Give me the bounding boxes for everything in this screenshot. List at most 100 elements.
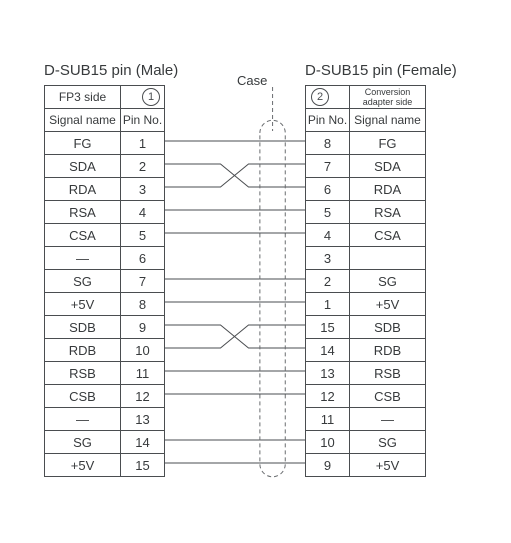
signal-name-cell: RDA [350, 178, 426, 201]
pin-number-cell: 13 [121, 408, 165, 431]
pin-number-cell: 4 [121, 201, 165, 224]
signal-name-cell: SDB [350, 316, 426, 339]
signal-name-cell: RDB [350, 339, 426, 362]
table-row: 2SG [306, 270, 426, 293]
table-row: RSB11 [45, 362, 165, 385]
signal-name-cell: SG [45, 270, 121, 293]
table-row: SDA2 [45, 155, 165, 178]
signal-name-cell: RDA [45, 178, 121, 201]
pin-number-cell: 9 [306, 454, 350, 477]
signal-name-cell [350, 247, 426, 270]
pin-number-cell: 7 [306, 155, 350, 178]
pin-number-cell: 1 [121, 132, 165, 155]
signal-name-cell: CSB [350, 385, 426, 408]
table-row: 15SDB [306, 316, 426, 339]
signal-name-cell: CSB [45, 385, 121, 408]
signal-name-cell: CSA [45, 224, 121, 247]
table-row: 5RSA [306, 201, 426, 224]
table-row: CSA5 [45, 224, 165, 247]
left-connector-table: FP3 sideSignal namePin No.FG1SDA2RDA3RSA… [44, 85, 165, 477]
pin-number-cell: 11 [121, 362, 165, 385]
pin-number-cell: 13 [306, 362, 350, 385]
pin-number-cell: 4 [306, 224, 350, 247]
table-row: SDB9 [45, 316, 165, 339]
signal-name-cell: SDB [45, 316, 121, 339]
table-row: —13 [45, 408, 165, 431]
table-row: 8FG [306, 132, 426, 155]
table-row: 4CSA [306, 224, 426, 247]
pin-number-cell: 5 [306, 201, 350, 224]
pin-number-cell: 3 [121, 178, 165, 201]
pinout-diagram: D-SUB15 pin (Male) D-SUB15 pin (Female) … [0, 0, 511, 511]
right-col-signal: Signal name [350, 109, 426, 132]
pin-number-cell: 2 [121, 155, 165, 178]
case-label: Case [237, 73, 267, 88]
pin-number-cell: 3 [306, 247, 350, 270]
signal-name-cell: +5V [350, 454, 426, 477]
signal-name-cell: SDA [350, 155, 426, 178]
table-row: FG1 [45, 132, 165, 155]
pin-number-cell: 14 [121, 431, 165, 454]
table-row: 9+5V [306, 454, 426, 477]
pin-number-cell: 8 [306, 132, 350, 155]
pin-number-cell: 11 [306, 408, 350, 431]
pin-number-cell: 8 [121, 293, 165, 316]
signal-name-cell: +5V [350, 293, 426, 316]
right-connector-table: Conversionadapter sidePin No.Signal name… [305, 85, 426, 477]
table-row: —6 [45, 247, 165, 270]
table-row: 14RDB [306, 339, 426, 362]
signal-name-cell: FG [45, 132, 121, 155]
title-right: D-SUB15 pin (Female) [305, 62, 457, 79]
pin-number-cell: 12 [306, 385, 350, 408]
signal-name-cell: FG [350, 132, 426, 155]
title-left: D-SUB15 pin (Male) [44, 62, 178, 79]
pin-number-cell: 1 [306, 293, 350, 316]
signal-name-cell: SG [350, 270, 426, 293]
pin-number-cell: 10 [306, 431, 350, 454]
right-top-header: Conversionadapter side [350, 86, 426, 109]
table-row: +5V8 [45, 293, 165, 316]
signal-name-cell: RSB [350, 362, 426, 385]
table-row: 1+5V [306, 293, 426, 316]
pin-number-cell: 5 [121, 224, 165, 247]
table-row: RDA3 [45, 178, 165, 201]
table-row: +5V15 [45, 454, 165, 477]
pin-number-cell: 6 [306, 178, 350, 201]
signal-name-cell: RSB [45, 362, 121, 385]
signal-name-cell: — [350, 408, 426, 431]
signal-name-cell: RSA [350, 201, 426, 224]
table-row: 3 [306, 247, 426, 270]
table-row: SG7 [45, 270, 165, 293]
table-row: 13RSB [306, 362, 426, 385]
wiring-svg [164, 129, 305, 543]
pin-number-cell: 7 [121, 270, 165, 293]
signal-name-cell: — [45, 247, 121, 270]
pin-number-cell: 10 [121, 339, 165, 362]
pin-number-cell: 9 [121, 316, 165, 339]
table-row: 11— [306, 408, 426, 431]
signal-name-cell: +5V [45, 293, 121, 316]
left-top-header: FP3 side [45, 86, 121, 109]
signal-name-cell: RSA [45, 201, 121, 224]
right-col-pin: Pin No. [306, 109, 350, 132]
signal-name-cell: CSA [350, 224, 426, 247]
table-row: RSA4 [45, 201, 165, 224]
pin-number-cell: 2 [306, 270, 350, 293]
pin-number-cell: 14 [306, 339, 350, 362]
signal-name-cell: +5V [45, 454, 121, 477]
table-row: 6RDA [306, 178, 426, 201]
left-top-header-blank [121, 86, 165, 109]
pin-number-cell: 12 [121, 385, 165, 408]
table-row: SG14 [45, 431, 165, 454]
left-col-pin: Pin No. [121, 109, 165, 132]
table-row: CSB12 [45, 385, 165, 408]
left-col-signal: Signal name [45, 109, 121, 132]
signal-name-cell: — [45, 408, 121, 431]
signal-name-cell: SG [350, 431, 426, 454]
signal-name-cell: RDB [45, 339, 121, 362]
signal-name-cell: SDA [45, 155, 121, 178]
table-row: RDB10 [45, 339, 165, 362]
pin-number-cell: 6 [121, 247, 165, 270]
signal-name-cell: SG [45, 431, 121, 454]
pin-number-cell: 15 [306, 316, 350, 339]
